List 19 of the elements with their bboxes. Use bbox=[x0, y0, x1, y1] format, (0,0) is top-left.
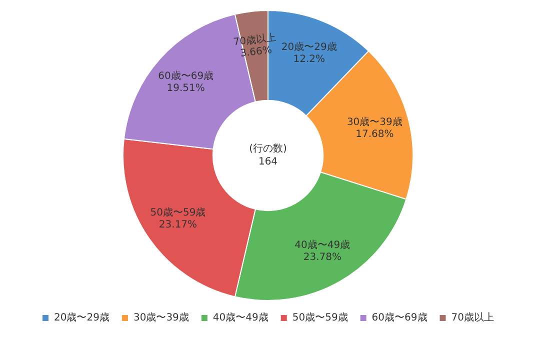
slice-label: 20歳〜29歳 bbox=[281, 41, 337, 54]
legend-label: 20歳〜29歳 bbox=[54, 312, 110, 324]
data-label: 12.2% bbox=[293, 54, 326, 66]
data-label: 3.66% bbox=[240, 44, 272, 60]
slice-label: 60歳〜69歳 bbox=[158, 70, 214, 82]
legend-label: 50歳〜59歳 bbox=[292, 312, 348, 324]
slice-label: 50歳〜59歳 bbox=[150, 206, 206, 218]
text: 164 bbox=[258, 156, 278, 168]
data-label: 23.78% bbox=[303, 252, 342, 263]
legend-label: 40歳〜49歳 bbox=[212, 312, 268, 324]
slice-label: 40歳〜49歳 bbox=[294, 238, 350, 251]
legend-label: 70歳以上 bbox=[451, 312, 494, 324]
legend-label: 30歳〜39歳 bbox=[133, 312, 189, 324]
slice-label: 30歳〜39歳 bbox=[346, 116, 402, 128]
data-label: 17.68% bbox=[356, 128, 394, 140]
text: (行の数) bbox=[249, 144, 287, 155]
data-label: 19.51% bbox=[166, 82, 205, 94]
data-label: 23.17% bbox=[158, 219, 198, 230]
legend-label: 60歳〜69歳 bbox=[372, 312, 428, 324]
